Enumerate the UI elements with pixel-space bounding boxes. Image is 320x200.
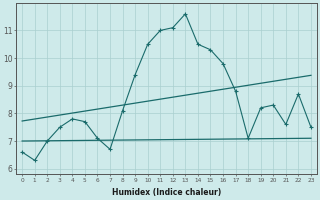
X-axis label: Humidex (Indice chaleur): Humidex (Indice chaleur) xyxy=(112,188,221,197)
